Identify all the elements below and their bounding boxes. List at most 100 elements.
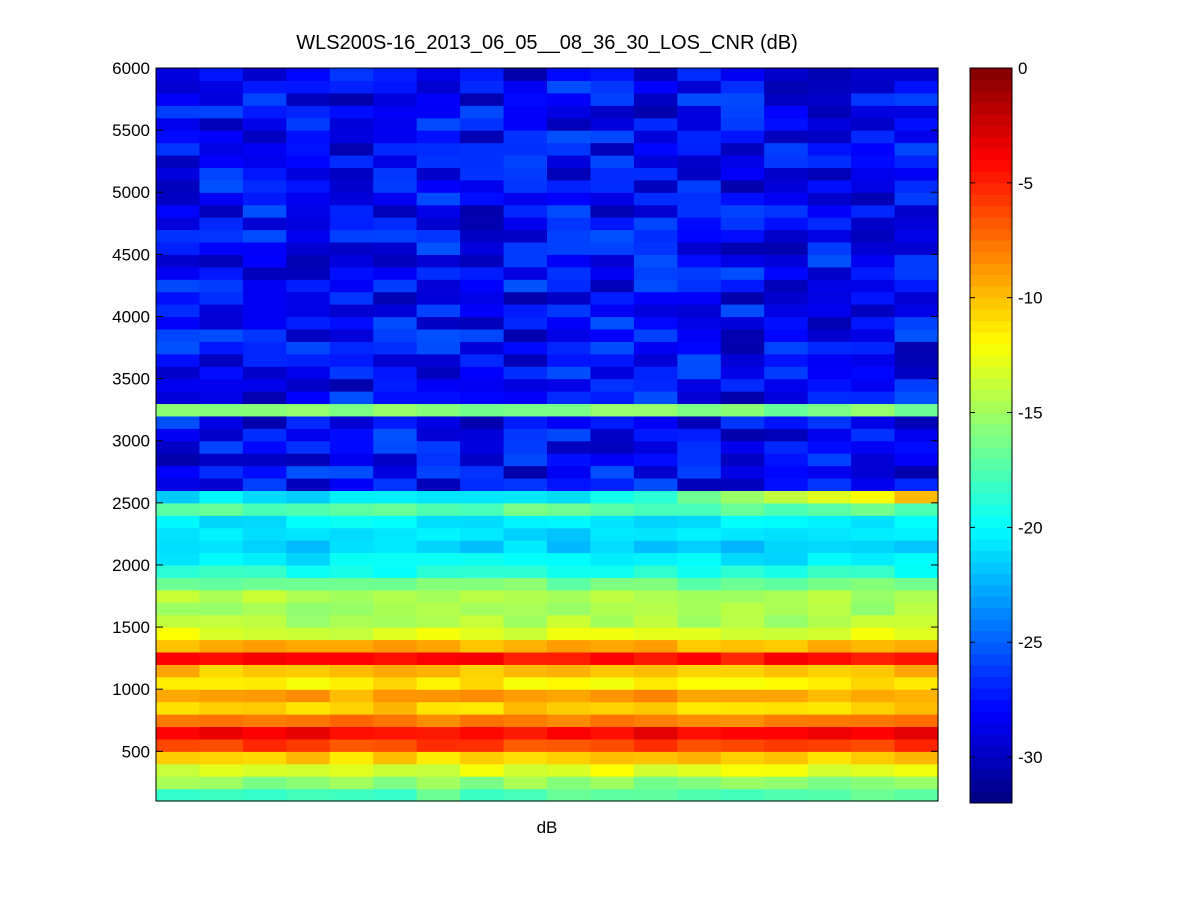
heatmap-cell [633,540,678,554]
heatmap-cell [416,726,461,740]
heatmap-cell [590,701,635,715]
heatmap-cell [286,738,331,752]
heatmap-cell [894,266,939,280]
heatmap-cell [286,428,331,442]
heatmap-cell [764,788,809,802]
heatmap-cell [416,328,461,342]
heatmap-cell [329,627,374,641]
heatmap-cell [416,117,461,131]
heatmap-cell [677,204,722,218]
heatmap-cell [199,527,244,541]
heatmap-cell [807,291,852,305]
heatmap-cell [720,602,765,616]
heatmap-cell [547,726,592,740]
heatmap-cell [329,776,374,790]
heatmap-cell [894,254,939,268]
heatmap-cell [764,589,809,603]
heatmap-cell [373,378,418,392]
heatmap-cell [503,179,548,193]
heatmap-cell [720,527,765,541]
heatmap-cell [503,465,548,479]
x-axis-label: dB [537,818,558,837]
heatmap-cell [633,266,678,280]
heatmap-cell [590,192,635,206]
heatmap-cell [677,316,722,330]
heatmap-cell [460,763,505,777]
heatmap-cell [633,241,678,255]
heatmap-cell [764,179,809,193]
heatmap-cell [547,192,592,206]
heatmap-cell [242,192,287,206]
heatmap-cell [677,217,722,231]
heatmap-cell [373,614,418,628]
heatmap-cell [677,291,722,305]
heatmap-cell [373,465,418,479]
heatmap-cell [807,167,852,181]
heatmap-cell [199,229,244,243]
heatmap-cell [590,291,635,305]
heatmap-cell [677,80,722,94]
heatmap-cell [677,279,722,293]
heatmap-cell [764,192,809,206]
heatmap-cell [720,714,765,728]
heatmap-cell [416,229,461,243]
heatmap-cell [677,341,722,355]
heatmap-cell [329,142,374,156]
heatmap-cell [764,614,809,628]
heatmap-cell [373,279,418,293]
heatmap-cell [460,564,505,578]
heatmap-cell [764,353,809,367]
heatmap-cell [720,130,765,144]
colorbar-band [970,584,1012,597]
heatmap-cell [547,527,592,541]
heatmap-cell [373,515,418,529]
heatmap-cell [329,328,374,342]
heatmap-cell [199,453,244,467]
heatmap-cell [807,664,852,678]
heatmap-cell [503,366,548,380]
colorbar-band [970,469,1012,482]
heatmap-cell [460,92,505,106]
heatmap-cell [807,490,852,504]
heatmap-cell [156,738,201,752]
heatmap-cell [156,366,201,380]
heatmap-cell [807,130,852,144]
heatmap-cell [503,92,548,106]
heatmap-cell [460,453,505,467]
heatmap-cell [460,701,505,715]
heatmap-cell [460,241,505,255]
colorbar-band [970,182,1012,195]
heatmap-cell [156,564,201,578]
heatmap-cell [416,527,461,541]
colorbar-tick-label: -25 [1018,633,1043,652]
heatmap-cell [373,254,418,268]
heatmap-cell [373,92,418,106]
heatmap-cell [677,304,722,318]
heatmap-cell [633,167,678,181]
heatmap-cell [373,179,418,193]
heatmap-cell [460,689,505,703]
heatmap-cell [677,440,722,454]
heatmap-cell [373,428,418,442]
heatmap-cell [416,515,461,529]
heatmap-cell [764,564,809,578]
heatmap-cell [590,540,635,554]
heatmap-cell [590,403,635,417]
heatmap-cell [199,738,244,752]
heatmap-cell [547,440,592,454]
colorbar-band [970,343,1012,356]
heatmap-cell [199,154,244,168]
heatmap-cell [156,291,201,305]
heatmap-cell [373,639,418,653]
heatmap-cell [460,589,505,603]
heatmap-cell [199,676,244,690]
heatmap-cell [199,279,244,293]
heatmap-cell [764,738,809,752]
heatmap-cell [503,726,548,740]
heatmap-cell [416,751,461,765]
heatmap-cell [807,415,852,429]
heatmap-cell [156,279,201,293]
colorbar-band [970,722,1012,735]
heatmap-cell [851,527,896,541]
heatmap-cell [242,154,287,168]
